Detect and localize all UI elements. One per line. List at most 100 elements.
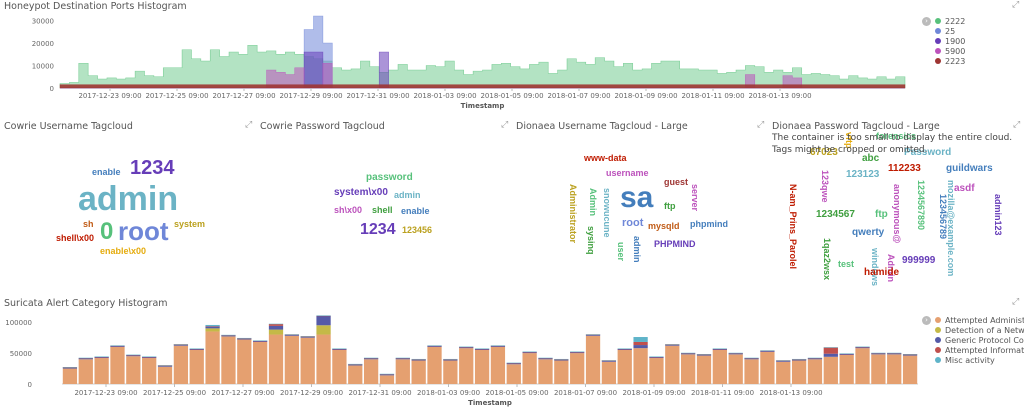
bar-segment[interactable]	[316, 334, 331, 384]
bar-segment[interactable]	[887, 353, 902, 355]
tag-word[interactable]: Password	[904, 147, 952, 158]
bar-segment[interactable]	[855, 346, 870, 348]
bar-segment[interactable]	[760, 351, 775, 384]
bar-segment[interactable]	[791, 359, 807, 360]
bar-segment[interactable]	[649, 356, 664, 358]
bar-segment[interactable]	[570, 351, 585, 353]
tag-word[interactable]: 1234	[130, 157, 175, 179]
bar-segment[interactable]	[665, 345, 680, 384]
bar-segment[interactable]	[94, 356, 109, 358]
bar-segment[interactable]	[379, 375, 395, 384]
bar-segment[interactable]	[887, 352, 902, 354]
bar-segment[interactable]	[807, 358, 823, 359]
bar-segment[interactable]	[332, 350, 347, 384]
tag-word[interactable]: vftp	[844, 132, 854, 149]
bar-segment[interactable]	[62, 367, 78, 368]
bar-segment[interactable]	[807, 358, 823, 360]
tag-word[interactable]: guest	[664, 177, 689, 187]
bar-segment[interactable]	[94, 358, 109, 384]
series-area-2222[interactable]	[59, 44, 906, 89]
bar-segment[interactable]	[570, 352, 585, 354]
bar-segment[interactable]	[807, 357, 823, 359]
bar-segment[interactable]	[205, 326, 220, 329]
bar-segment[interactable]	[506, 362, 521, 364]
tag-word[interactable]: abc	[862, 153, 880, 164]
tag-word[interactable]: enable	[401, 206, 430, 216]
bar-segment[interactable]	[332, 348, 347, 349]
tag-word[interactable]: 123456789	[938, 194, 948, 240]
bar-segment[interactable]	[712, 348, 727, 349]
bar-segment[interactable]	[411, 360, 426, 384]
bar-segment[interactable]	[902, 354, 918, 355]
bar-segment[interactable]	[411, 359, 426, 361]
bar-segment[interactable]	[237, 338, 252, 339]
bar-segment[interactable]	[887, 353, 902, 354]
expand-icon[interactable]: ⤢	[1013, 120, 1021, 130]
bar-segment[interactable]	[173, 344, 189, 345]
bar-segment[interactable]	[157, 366, 173, 384]
tag-word[interactable]: system	[174, 219, 206, 229]
bar-segment[interactable]	[633, 348, 648, 384]
legend-item[interactable]: 2223	[935, 56, 965, 66]
bar-segment[interactable]	[696, 354, 712, 355]
bar-segment[interactable]	[173, 344, 189, 345]
bar-segment[interactable]	[839, 354, 854, 384]
bar-segment[interactable]	[348, 363, 363, 365]
tag-word[interactable]: hamide	[864, 267, 900, 278]
bar-segment[interactable]	[395, 358, 410, 359]
bar-segment[interactable]	[253, 340, 268, 342]
bar-segment[interactable]	[62, 368, 78, 384]
legend-toggle-icon[interactable]: ›	[922, 316, 931, 325]
bar-segment[interactable]	[871, 353, 886, 355]
tag-word[interactable]: Administrator	[568, 184, 578, 244]
bar-segment[interactable]	[902, 355, 918, 384]
bar-segment[interactable]	[284, 334, 299, 336]
expand-icon[interactable]: ⤢	[1012, 297, 1020, 307]
bar-segment[interactable]	[538, 358, 553, 359]
tag-word[interactable]: windows	[870, 248, 880, 286]
bar-segment[interactable]	[490, 345, 506, 346]
bar-segment[interactable]	[744, 358, 759, 360]
bar-segment[interactable]	[522, 351, 537, 353]
legend-item[interactable]: Attempted Administr...	[935, 315, 1024, 325]
tag-word[interactable]: sh\x00	[334, 205, 363, 215]
tag-word[interactable]: mysqld	[648, 221, 680, 231]
tag-word[interactable]: password	[366, 172, 413, 183]
bar-segment[interactable]	[617, 348, 632, 350]
bar-segment[interactable]	[712, 348, 727, 350]
bar-segment[interactable]	[443, 360, 458, 384]
tag-word[interactable]: mozilla@example.com	[946, 180, 956, 277]
bar-segment[interactable]	[633, 337, 648, 342]
bar-segment[interactable]	[696, 354, 712, 355]
bar-segment[interactable]	[839, 354, 854, 355]
bar-segment[interactable]	[332, 349, 347, 350]
bar-segment[interactable]	[712, 350, 727, 384]
bar-segment[interactable]	[744, 359, 759, 384]
tag-word[interactable]: Admin	[886, 254, 896, 282]
bar-segment[interactable]	[665, 344, 680, 345]
tag-word[interactable]: 123qwe	[820, 170, 830, 203]
bar-segment[interactable]	[142, 356, 157, 358]
tag-word[interactable]: sa	[620, 181, 654, 214]
bar-segment[interactable]	[681, 352, 696, 354]
bar-segment[interactable]	[411, 358, 426, 360]
bar-segment[interactable]	[474, 349, 490, 350]
expand-icon[interactable]: ⤢	[757, 120, 765, 130]
tag-word[interactable]: admin123	[993, 194, 1003, 236]
bar-segment[interactable]	[855, 346, 870, 348]
bar-segment[interactable]	[78, 358, 93, 359]
bar-segment[interactable]	[237, 338, 252, 340]
bar-segment[interactable]	[157, 365, 173, 366]
bar-segment[interactable]	[585, 334, 601, 336]
bar-segment[interactable]	[142, 358, 157, 384]
bar-segment[interactable]	[474, 348, 490, 350]
bar-segment[interactable]	[554, 359, 569, 360]
bar-segment[interactable]	[459, 346, 474, 348]
tag-word[interactable]: admin	[78, 180, 179, 218]
bar-segment[interactable]	[110, 345, 125, 347]
bar-segment[interactable]	[459, 347, 474, 349]
bar-segment[interactable]	[791, 359, 807, 361]
bar-segment[interactable]	[268, 329, 284, 335]
bar-segment[interactable]	[189, 348, 204, 350]
bar-segment[interactable]	[474, 350, 490, 384]
